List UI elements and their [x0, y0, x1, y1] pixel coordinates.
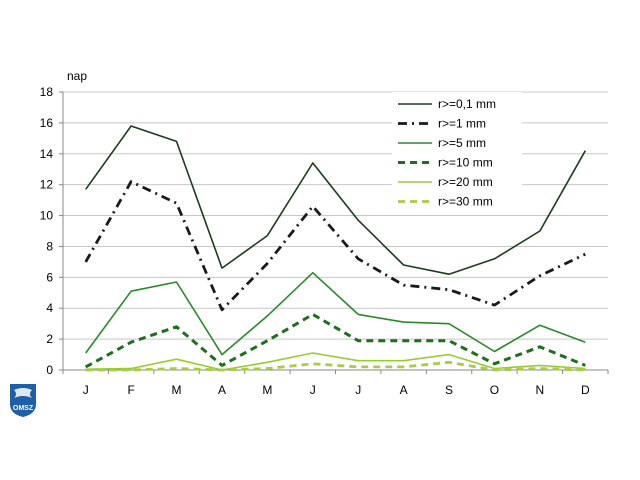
- series-line-2: [85, 271, 586, 356]
- y-tick-label: 12: [40, 178, 54, 192]
- y-axis-label: nap: [67, 69, 87, 83]
- x-tick-label: S: [445, 383, 453, 397]
- legend-label-4: r>=20 mm: [438, 175, 493, 189]
- y-tick-label: 4: [46, 301, 53, 315]
- y-tick-label: 16: [40, 116, 54, 130]
- y-axis-tick-labels: 0 2 4 6 8 10 12 14 16 18: [40, 85, 54, 377]
- series-line-5: [85, 360, 586, 372]
- y-tick-label: 10: [40, 209, 54, 223]
- legend-label-5: r>=30 mm: [438, 195, 493, 209]
- series-line-1: [84, 180, 586, 312]
- y-tick-label: 2: [46, 332, 53, 346]
- series-line-3: [84, 312, 586, 369]
- legend-label-2: r>=5 mm: [438, 136, 486, 150]
- x-tick-label: M: [262, 383, 272, 397]
- x-tick-label: F: [127, 383, 134, 397]
- legend-label-0: r>=0,1 mm: [438, 97, 496, 111]
- x-tick-label: M: [172, 383, 182, 397]
- y-tick-label: 6: [46, 270, 53, 284]
- x-tick-label: A: [218, 383, 226, 397]
- legend-label-1: r>=1 mm: [438, 117, 486, 131]
- y-tick-label: 14: [40, 147, 54, 161]
- legend-background: [392, 92, 522, 215]
- series-line-0: [85, 125, 586, 276]
- omsz-logo: OMSZ: [10, 384, 36, 417]
- x-tick-label: J: [355, 383, 361, 397]
- x-tick-label: O: [490, 383, 499, 397]
- y-tick-label: 0: [46, 363, 53, 377]
- x-tick-label: N: [536, 383, 545, 397]
- x-tick-label: A: [400, 383, 408, 397]
- legend: r>=0,1 mm r>=1 mm r>=5 mm r>=10 mm r>=20 mm r…: [392, 92, 522, 215]
- series-line-4: [85, 352, 586, 371]
- axes: [59, 91, 609, 374]
- x-tick-label: J: [83, 383, 89, 397]
- logo-text: OMSZ: [13, 405, 34, 412]
- y-tick-label: 18: [40, 85, 54, 99]
- legend-label-3: r>=10 mm: [438, 156, 493, 170]
- x-tick-label: D: [581, 383, 590, 397]
- y-tick-label: 8: [46, 239, 53, 253]
- x-tick-label: J: [310, 383, 316, 397]
- series-lines: [84, 125, 586, 372]
